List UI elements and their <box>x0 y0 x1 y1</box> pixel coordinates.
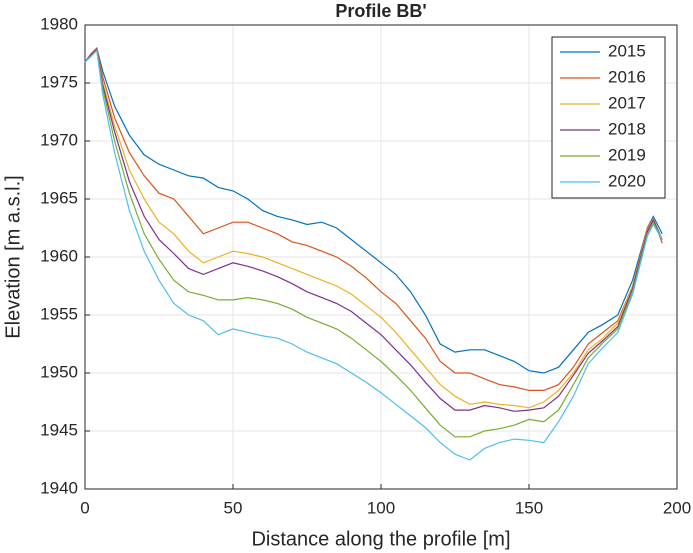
y-tick-label: 1965 <box>40 188 78 207</box>
y-tick-label: 1960 <box>40 246 78 265</box>
y-tick-label: 1955 <box>40 304 78 323</box>
legend-label: 2020 <box>608 171 646 190</box>
legend-label: 2018 <box>608 119 646 138</box>
data-line <box>84 47 663 391</box>
y-tick-label: 1950 <box>40 362 78 381</box>
legend-label: 2017 <box>608 93 646 112</box>
legend-label: 2016 <box>608 67 646 86</box>
x-tick-label: 150 <box>515 498 543 517</box>
data-line <box>84 49 663 461</box>
data-line <box>84 49 663 438</box>
data-line <box>84 48 663 409</box>
chart-title: Profile BB' <box>335 1 426 21</box>
x-tick-label: 0 <box>80 498 89 517</box>
x-tick-label: 200 <box>663 498 691 517</box>
x-axis-label: Distance along the profile [m] <box>251 528 510 550</box>
plot-frame <box>84 24 678 490</box>
x-tick-label: 50 <box>224 498 243 517</box>
y-tick-label: 1945 <box>40 420 78 439</box>
y-tick-label: 1970 <box>40 130 78 149</box>
y-tick-label: 1940 <box>40 478 78 497</box>
x-tick-label: 100 <box>367 498 395 517</box>
y-tick-label: 1975 <box>40 72 78 91</box>
y-axis-label: Elevation [m a.s.l.] <box>2 175 24 338</box>
legend-label: 2015 <box>608 41 646 60</box>
data-line <box>84 47 663 374</box>
data-line <box>84 48 663 412</box>
legend-label: 2019 <box>608 145 646 164</box>
legend-box <box>551 36 666 199</box>
y-tick-label: 1980 <box>40 14 78 33</box>
